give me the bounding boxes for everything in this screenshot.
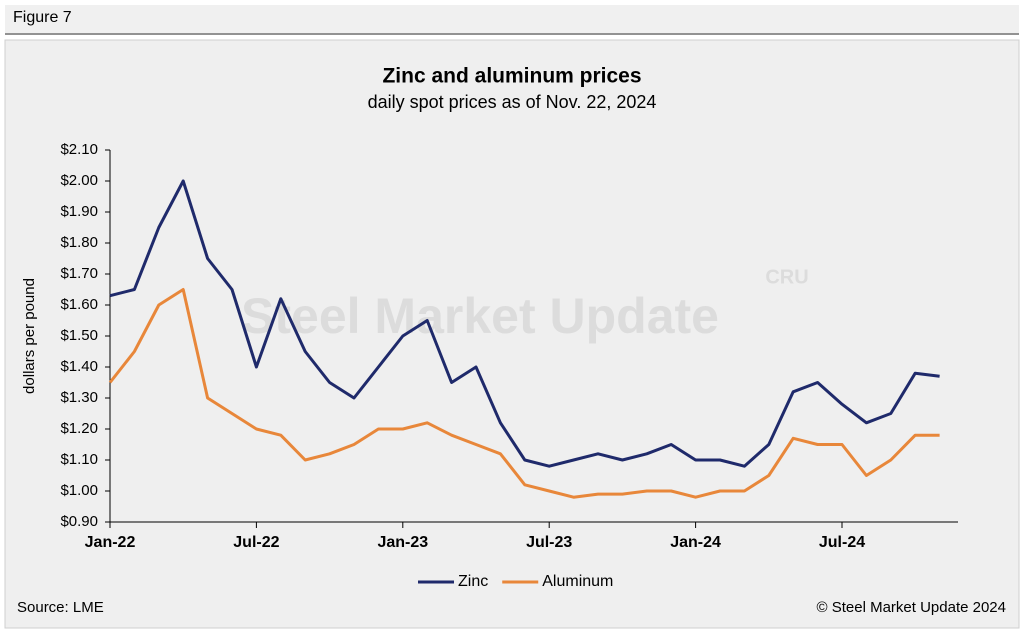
- legend-label: Zinc: [458, 573, 488, 590]
- x-tick-label: Jul-24: [819, 534, 865, 551]
- series-line: [108, 288, 940, 499]
- y-tick-label: $1.80: [60, 234, 98, 251]
- y-tick-label: $1.60: [60, 296, 98, 313]
- header-band: [5, 5, 1019, 35]
- chart-subtitle: daily spot prices as of Nov. 22, 2024: [368, 92, 657, 112]
- y-tick-label: $1.90: [60, 203, 98, 220]
- chart-title: Zinc and aluminum prices: [382, 65, 641, 88]
- chart-panel: [4, 39, 1020, 629]
- y-tick-label: $2.00: [60, 172, 98, 189]
- watermark-logo: CRU: [765, 266, 808, 288]
- y-tick-label: $1.10: [60, 451, 98, 468]
- x-tick-label: Jul-23: [526, 534, 572, 551]
- x-tick-label: Jul-22: [233, 534, 279, 551]
- credit: © Steel Market Update 2024: [817, 599, 1007, 616]
- y-tick-label: $1.30: [60, 389, 98, 406]
- y-tick-label: $1.70: [60, 265, 98, 282]
- y-tick-label: $1.00: [60, 482, 98, 499]
- y-tick-label: $1.20: [60, 420, 98, 437]
- legend-label: Aluminum: [542, 573, 613, 590]
- watermark: Steel Market Update: [241, 288, 719, 344]
- y-tick-label: $0.90: [60, 513, 98, 530]
- x-tick-label: Jan-24: [670, 534, 721, 551]
- y-tick-label: $1.50: [60, 327, 98, 344]
- y-axis-label: dollars per pound: [21, 278, 38, 394]
- x-tick-label: Jan-22: [85, 534, 136, 551]
- y-tick-label: $2.10: [60, 141, 98, 158]
- series-line: [109, 179, 940, 468]
- source: Source: LME: [17, 599, 104, 616]
- x-tick-label: Jan-23: [377, 534, 428, 551]
- figure-label: Figure 7: [13, 9, 72, 26]
- y-tick-label: $1.40: [60, 358, 98, 375]
